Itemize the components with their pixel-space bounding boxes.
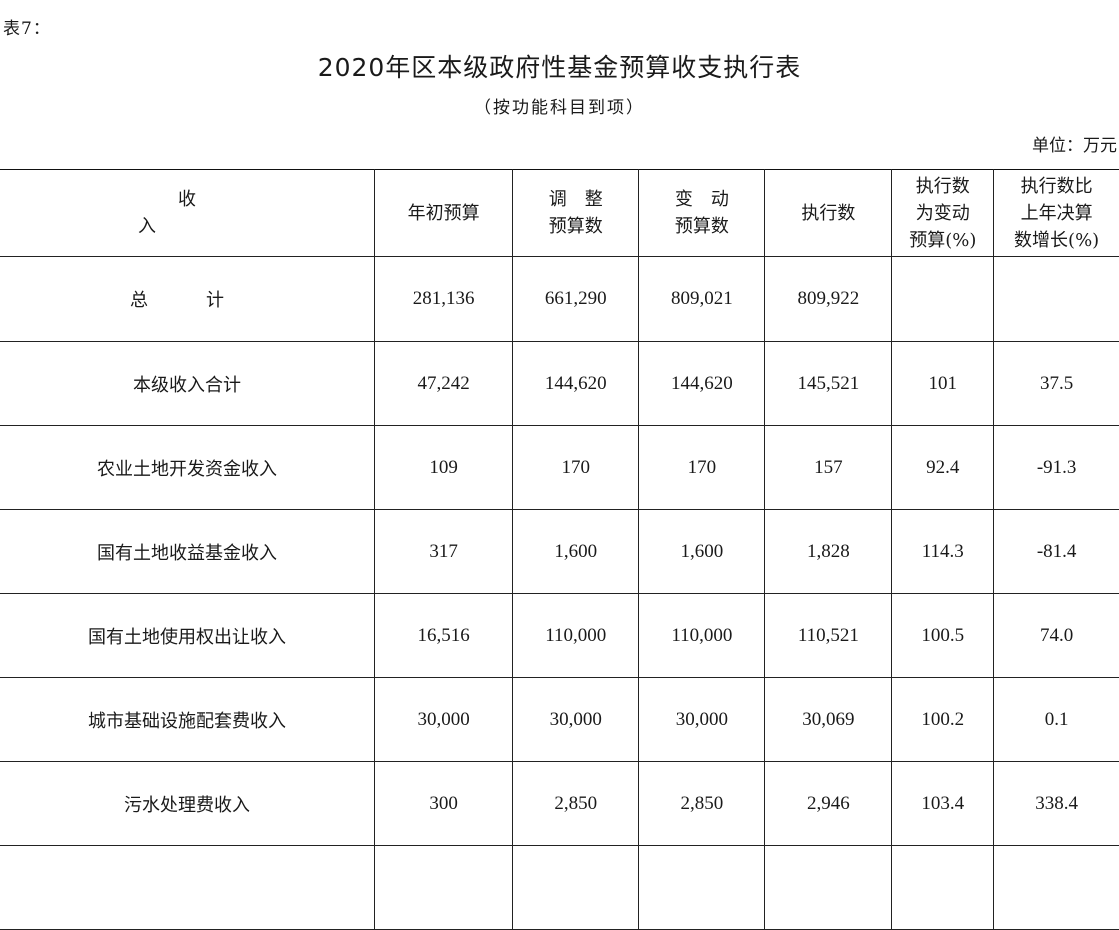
table-row: 国有土地使用权出让收入 16,516 110,000 110,000 110,5… [0,593,1119,678]
cell-adjusted: 110,000 [512,593,640,678]
cut-cell [764,845,893,930]
page-title: 2020年区本级政府性基金预算收支执行表 [317,53,802,82]
header-pct-of-changed: 执行数 为变动 预算(%) [891,169,995,257]
cut-cell [891,845,995,930]
table-row-total: 总 计 281,136 661,290 809,021 809,922 [0,256,1119,342]
header-initial-budget: 年初预算 [373,169,514,257]
cell-initial: 300 [373,761,514,846]
cut-cell [0,845,375,930]
cell-initial: 30,000 [373,677,514,762]
cell-pct: 100.5 [891,593,995,678]
cell-pct: 101 [891,341,995,426]
cell-executed: 145,521 [764,341,893,426]
cell-changed: 144,620 [638,341,766,426]
cell-growth: 0.1 [993,677,1119,762]
unit-label: 单位：万元 [1032,136,1117,156]
cell-pct: 103.4 [891,761,995,846]
row-name: 城市基础设施配套费收入 [0,677,375,762]
cell-growth: 74.0 [993,593,1119,678]
cell-pct: 114.3 [891,509,995,594]
cell-initial: 281,136 [373,256,514,342]
cell-changed: 30,000 [638,677,766,762]
row-name: 总 计 [0,256,375,342]
table-header-row: 收 入 年初预算 调 整预算数 变 动预算数 执行数 执行数 为变动 预算(%) 执… [0,169,1119,257]
cell-executed: 157 [764,425,893,510]
cell-growth: 338.4 [993,761,1119,846]
cell-adjusted: 30,000 [512,677,640,762]
table-row: 城市基础设施配套费收入 30,000 30,000 30,000 30,069 … [0,677,1119,762]
cell-initial: 16,516 [373,593,514,678]
cut-cell [638,845,766,930]
cell-initial: 317 [373,509,514,594]
cell-adjusted: 661,290 [512,256,640,342]
header-changed-budget: 变 动预算数 [638,169,766,257]
budget-execution-table: 收 入 年初预算 调 整预算数 变 动预算数 执行数 执行数 为变动 预算(%) 执… [0,169,1119,930]
cell-growth: -81.4 [993,509,1119,594]
row-name: 农业土地开发资金收入 [0,425,375,510]
row-name: 本级收入合计 [0,341,375,426]
table-number-label: 表7： [3,19,51,39]
cell-initial: 109 [373,425,514,510]
header-growth: 执行数比 上年决算 数增长(%) [993,169,1119,257]
cut-cell [373,845,514,930]
cell-adjusted: 144,620 [512,341,640,426]
cell-changed: 1,600 [638,509,766,594]
cell-growth: -91.3 [993,425,1119,510]
cell-changed: 2,850 [638,761,766,846]
header-adjusted-budget: 调 整预算数 [512,169,640,257]
row-name: 污水处理费收入 [0,761,375,846]
cell-executed: 809,922 [764,256,893,342]
cell-growth: 37.5 [993,341,1119,426]
cell-executed: 1,828 [764,509,893,594]
table-row: 本级收入合计 47,242 144,620 144,620 145,521 10… [0,341,1119,426]
cell-executed: 2,946 [764,761,893,846]
table-row: 农业土地开发资金收入 109 170 170 157 92.4 -91.3 [0,425,1119,510]
page-subtitle: （按功能科目到项） [474,98,645,118]
cell-adjusted: 1,600 [512,509,640,594]
cell-executed: 30,069 [764,677,893,762]
cell-adjusted: 170 [512,425,640,510]
cell-initial: 47,242 [373,341,514,426]
cell-changed: 170 [638,425,766,510]
cell-adjusted: 2,850 [512,761,640,846]
cell-pct: 100.2 [891,677,995,762]
header-income: 收 入 [0,169,392,257]
cut-cell [993,845,1119,930]
cell-changed: 110,000 [638,593,766,678]
header-executed: 执行数 [764,169,893,257]
row-name: 国有土地使用权出让收入 [0,593,375,678]
cut-cell [512,845,640,930]
table-row-cut [0,845,1119,930]
cell-growth [993,256,1119,342]
row-name: 国有土地收益基金收入 [0,509,375,594]
cell-pct [891,256,995,342]
cell-executed: 110,521 [764,593,893,678]
cell-pct: 92.4 [891,425,995,510]
cell-changed: 809,021 [638,256,766,342]
table-row: 污水处理费收入 300 2,850 2,850 2,946 103.4 338.… [0,761,1119,846]
table-row: 国有土地收益基金收入 317 1,600 1,600 1,828 114.3 -… [0,509,1119,594]
